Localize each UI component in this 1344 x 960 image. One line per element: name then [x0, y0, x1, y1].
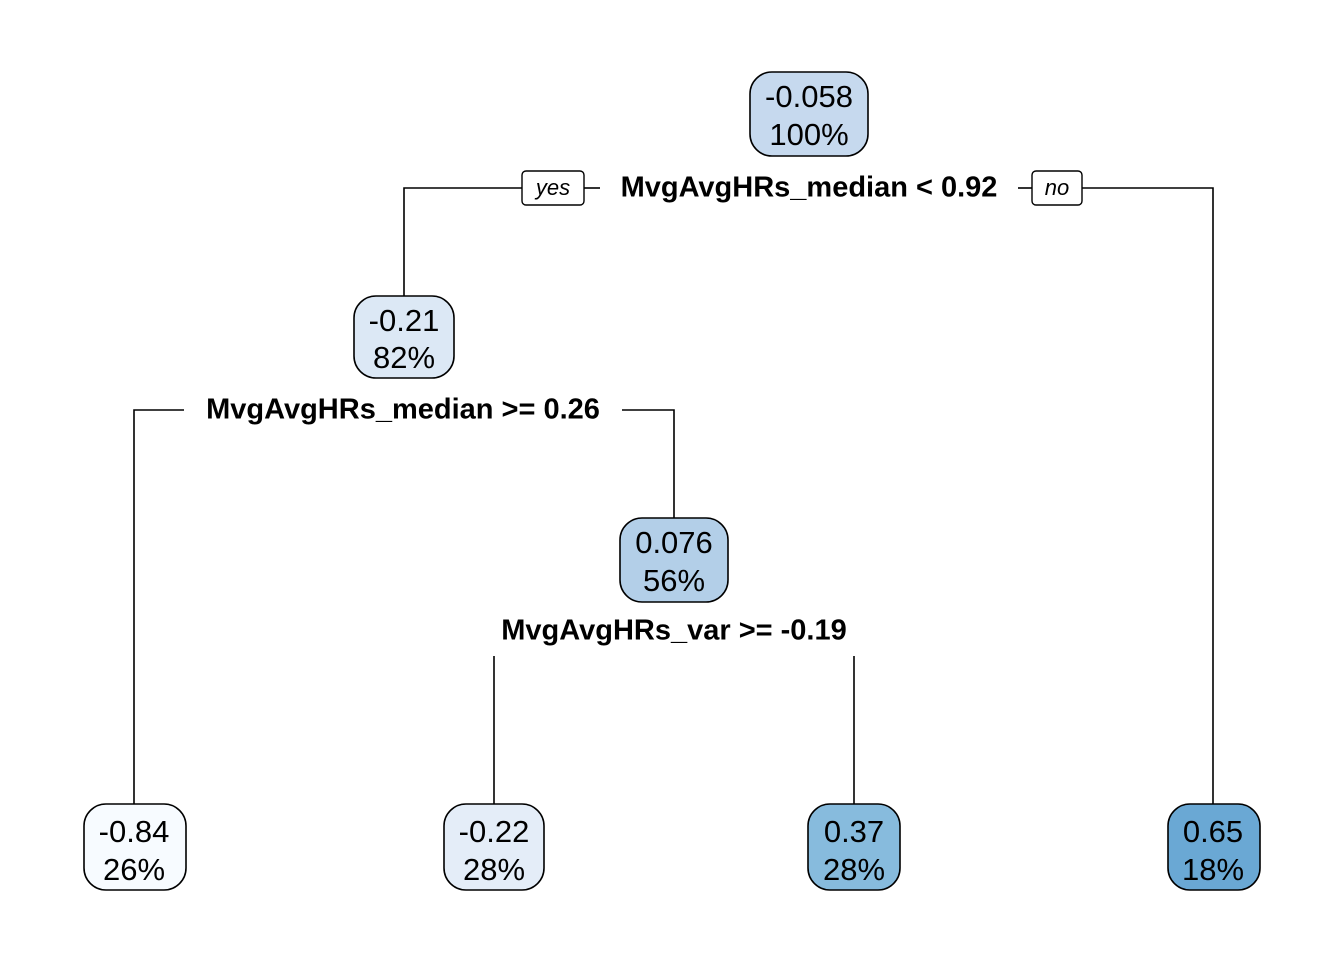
split-label-n2: MvgAvgHRs_median >= 0.26 — [206, 394, 600, 426]
leaf-4-box — [1167, 803, 1261, 891]
node-root: -0.058 100% — [749, 71, 869, 157]
leaf-4: 0.65 18% — [1167, 803, 1261, 891]
edge-root-left — [403, 187, 522, 296]
tree-edges — [133, 187, 1214, 804]
leaf-2-percent: 28% — [463, 852, 525, 887]
node-n3-percent: 56% — [643, 563, 705, 598]
leaf-3-value: 0.37 — [824, 814, 884, 849]
node-n3-box — [619, 517, 729, 603]
split-label-root: MvgAvgHRs_median < 0.92 — [621, 172, 998, 204]
yes-label: yes — [521, 170, 585, 206]
node-n2-value: -0.21 — [369, 303, 440, 338]
leaf-1-value: -0.84 — [99, 814, 170, 849]
node-n3-value: 0.076 — [635, 525, 713, 560]
node-n2-box — [353, 295, 455, 379]
edge-root-right — [1082, 187, 1214, 804]
node-n2-percent: 82% — [373, 340, 435, 375]
yes-label-box — [521, 170, 585, 206]
leaf-1-box — [83, 803, 187, 891]
node-n2: -0.21 82% — [353, 295, 455, 379]
leaf-4-percent: 18% — [1182, 852, 1244, 887]
node-n3: 0.076 56% — [619, 517, 729, 603]
leaf-1-percent: 26% — [103, 852, 165, 887]
leaf-1: -0.84 26% — [83, 803, 187, 891]
node-root-value: -0.058 — [765, 79, 853, 114]
edge-n2-right — [622, 409, 675, 518]
leaf-4-value: 0.65 — [1183, 814, 1243, 849]
leaf-2-box — [443, 803, 545, 891]
yes-label-text: yes — [534, 175, 570, 200]
leaf-3: 0.37 28% — [807, 803, 901, 891]
leaf-3-percent: 28% — [823, 852, 885, 887]
leaf-2: -0.22 28% — [443, 803, 545, 891]
node-root-percent: 100% — [769, 117, 848, 152]
no-label-box — [1031, 170, 1083, 206]
edge-n2-left — [133, 409, 184, 804]
no-label-text: no — [1045, 175, 1069, 200]
leaf-3-box — [807, 803, 901, 891]
no-label: no — [1031, 170, 1083, 206]
node-root-box — [749, 71, 869, 157]
leaf-2-value: -0.22 — [459, 814, 530, 849]
split-label-n3: MvgAvgHRs_var >= -0.19 — [501, 615, 846, 647]
